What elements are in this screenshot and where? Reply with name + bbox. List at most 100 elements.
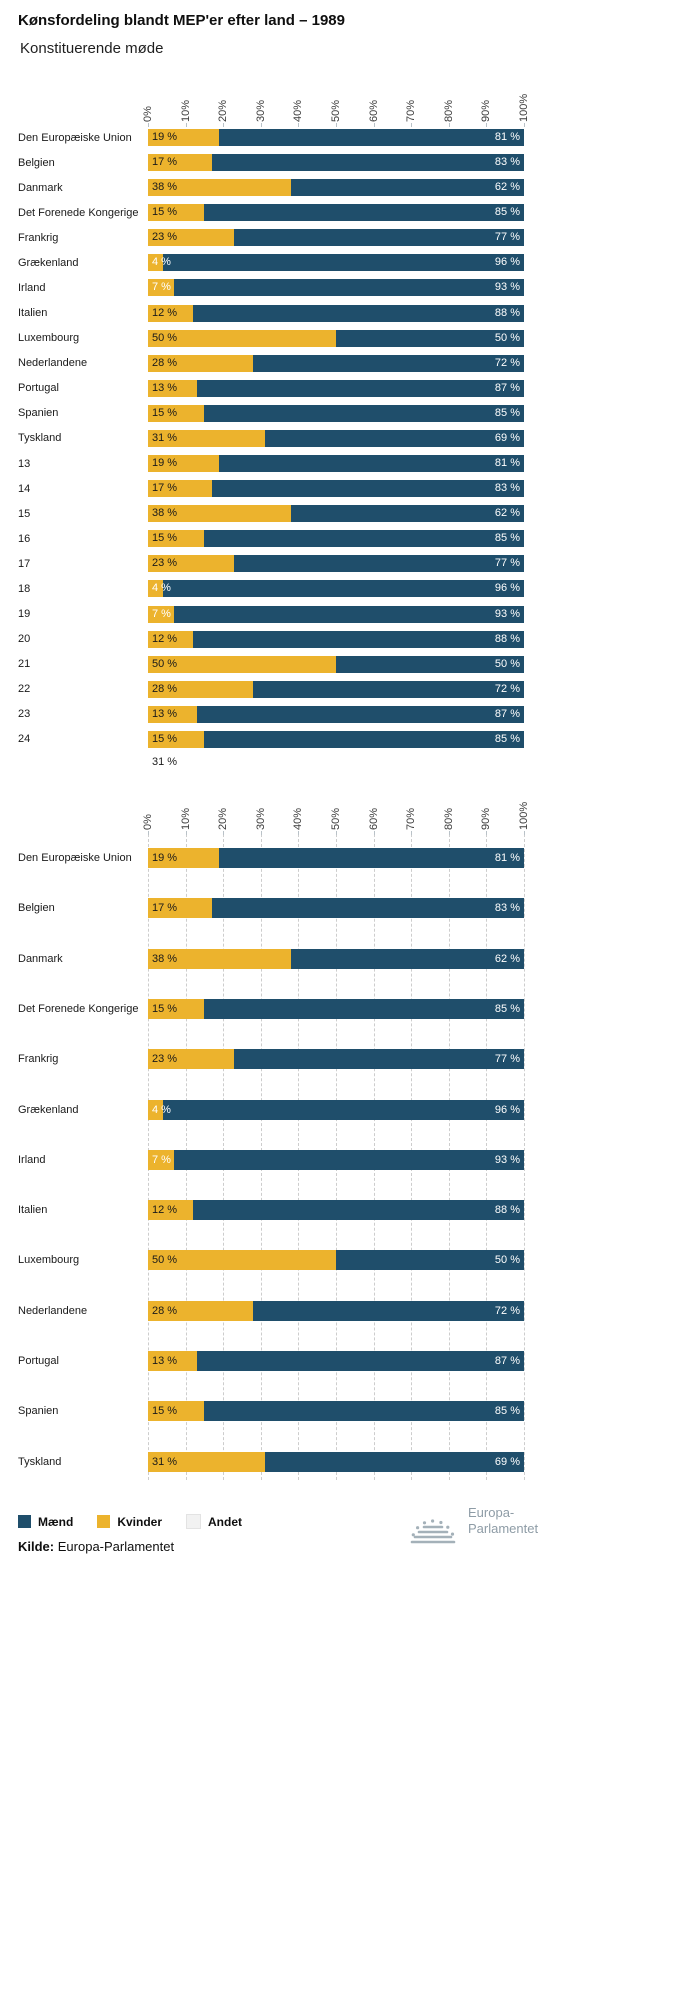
category-label: Nederlandene [18, 1304, 88, 1317]
bar-row: 17 % 83 % [148, 480, 524, 498]
bar-segment-maend [174, 605, 524, 623]
x-axis-tick-label: 40% [292, 807, 305, 830]
bar-value-label-kvinder: 15 % [152, 732, 178, 745]
bar-row: 13 % 87 % [148, 1351, 524, 1371]
bar-segment-maend [196, 705, 524, 723]
bar-segment-maend [204, 730, 524, 748]
category-label: Danmark [18, 952, 63, 965]
x-axis-tick-label: 90% [480, 99, 493, 122]
bar-row: 7 % 93 % [148, 1149, 524, 1170]
bar-segment-kvinder [148, 848, 220, 868]
x-axis-tickmark [223, 123, 225, 127]
bar-value-label-maend: 93 % [494, 607, 520, 620]
x-axis-tick-label: 60% [367, 807, 380, 830]
x-axis-tickmark [524, 831, 525, 835]
category-label: Den Europæiske Union [18, 852, 132, 864]
x-axis-tick-label: 100% [518, 93, 530, 122]
bar-row: 13 % 87 % [148, 705, 524, 723]
bar-value-label-kvinder: 12 % [152, 632, 178, 645]
bar-row: 4 % 96 % [148, 580, 524, 598]
bar-value-label-maend: 83 % [494, 482, 520, 495]
category-label: Det Forenede Kongerige [18, 206, 139, 219]
bar-value-label-kvinder: 13 % [152, 1355, 178, 1367]
legend-label: Kvinder [117, 1514, 163, 1529]
bar-segment-kvinder [148, 898, 212, 919]
bar-segment-kvinder [148, 455, 220, 473]
bar-segment-kvinder [148, 354, 254, 372]
bar-segment-maend [211, 154, 524, 172]
bar-value-label-maend: 81 % [494, 457, 520, 470]
source-line: Kilde: Europa-Parlamentet [18, 1539, 174, 1554]
category-label: 20 [18, 633, 31, 646]
bar-value-label-kvinder: 15 % [152, 206, 178, 219]
bar-row: 31 % 69 % [148, 429, 524, 447]
x-axis-tick-label: 10% [179, 807, 192, 830]
bar-value-label-maend: 87 % [494, 381, 520, 394]
bar-value-label-kvinder: 50 % [152, 1254, 178, 1267]
bar-segment-kvinder [148, 1250, 336, 1271]
bar-segment-maend [219, 129, 524, 146]
category-label: Den Europæiske Union [18, 131, 132, 144]
bar-segment-maend [174, 279, 524, 297]
category-label: 14 [18, 482, 31, 495]
bar-value-label-maend: 85 % [494, 1002, 520, 1015]
bar-segment-maend [193, 630, 524, 648]
bar-row: 15 % 85 % [148, 998, 524, 1019]
bar-row: 28 % 72 % [148, 680, 524, 698]
bar-segment-kvinder [148, 998, 205, 1019]
category-label: 15 [18, 507, 31, 520]
bar-segment-maend [336, 655, 524, 673]
x-axis-tick-label: 0% [142, 106, 154, 122]
bar-value-label-kvinder: 28 % [152, 356, 178, 369]
x-axis-tickmark [298, 831, 300, 835]
page-subtitle: Konstituerende møde [20, 40, 164, 57]
bar-segment-maend [234, 555, 524, 573]
bar-value-label-maend: 85 % [494, 732, 520, 745]
x-axis-tickmark [336, 123, 337, 127]
bar-value-label-maend: 88 % [494, 1204, 520, 1217]
x-axis-tickmark [336, 831, 337, 835]
bar-row: 31 % 69 % [148, 1451, 524, 1472]
bar-row: 4 % 96 % [148, 1099, 524, 1120]
bar-segment-kvinder [148, 580, 164, 598]
bar-value-label-maend: 72 % [494, 1304, 520, 1317]
x-axis-tick-label: 60% [367, 99, 380, 122]
bar-value-label-maend: 62 % [494, 507, 520, 520]
bar-value-label-maend: 77 % [494, 1053, 520, 1066]
bar-segment-kvinder [148, 1049, 235, 1070]
category-label: Irland [18, 281, 46, 294]
bar-segment-maend [336, 1250, 524, 1271]
x-axis-tickmark [411, 831, 413, 835]
bar-segment-maend [196, 379, 524, 397]
bar-value-label-maend: 77 % [494, 231, 520, 244]
x-axis-tickmark [260, 831, 262, 835]
bar-row: 19 % 81 % [148, 129, 524, 146]
category-label: Danmark [18, 181, 63, 194]
bar-segment-kvinder [148, 279, 175, 297]
bar-row: 12 % 88 % [148, 304, 524, 322]
ep-logo-text-line1: Europa- [468, 1505, 515, 1520]
category-label: Det Forenede Kongerige [18, 1002, 139, 1015]
bar-segment-kvinder [148, 379, 197, 397]
bar-row: 7 % 93 % [148, 279, 524, 297]
bar-segment-kvinder [148, 505, 291, 523]
category-label: Grækenland [18, 256, 79, 269]
bar-value-label-kvinder: 19 % [152, 852, 178, 864]
bar-row: 12 % 88 % [148, 630, 524, 648]
bar-segment-maend [163, 254, 524, 272]
x-axis-tickmark [373, 831, 375, 835]
x-axis-tick-label: 40% [292, 99, 305, 122]
bar-segment-maend [204, 404, 524, 422]
bar-segment-kvinder [148, 480, 212, 498]
category-label: 22 [18, 683, 31, 696]
source-text: Europa-Parlamentet [57, 1539, 175, 1554]
bar-value-label-maend: 87 % [494, 707, 520, 720]
bar-value-label-maend: 85 % [494, 532, 520, 545]
bar-value-label-kvinder: 38 % [152, 181, 178, 194]
ep-logo-mark [410, 1519, 456, 1544]
x-axis-tick-label: 30% [254, 99, 267, 122]
bar-row: 4 % 96 % [148, 254, 524, 272]
bar-value-label-maend: 77 % [494, 557, 520, 570]
bar-row: 23 % 77 % [148, 1049, 524, 1070]
